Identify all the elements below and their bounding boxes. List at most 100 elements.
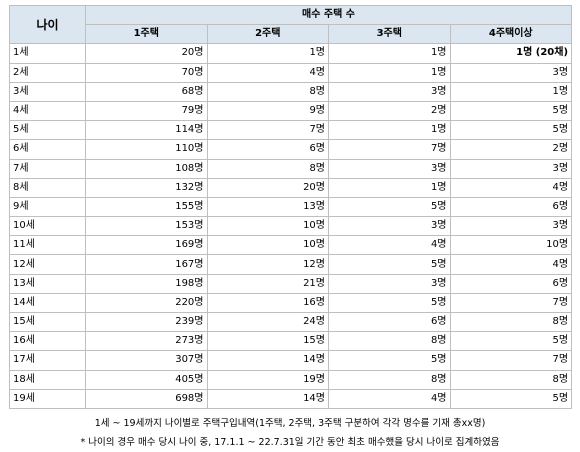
- count-cell: 5명: [449, 100, 573, 122]
- table-row: 6세 110명 6명 7명 2명: [9, 139, 573, 160]
- count-cell: 198명: [85, 273, 208, 294]
- table-row: 9세 155명 13명 5명 6명: [9, 196, 573, 218]
- count-cell: 114명: [85, 120, 208, 141]
- table-row: 11세 169명 10명 4명 10명: [9, 235, 573, 256]
- age-column-header: 나이: [9, 4, 86, 45]
- count-cell: 698명: [85, 388, 208, 409]
- age-cell: 9세: [9, 196, 86, 218]
- table-row: 2세 70명 4명 1명 3명: [9, 62, 573, 83]
- count-cell: 20명: [85, 43, 208, 64]
- count-cell: 6명: [449, 273, 573, 294]
- house-count-group-header: 매수 주택 수: [84, 4, 573, 26]
- count-cell: 4명: [206, 62, 329, 83]
- column-header-4plus-houses: 4주택이상: [449, 24, 573, 45]
- count-cell: 5명: [449, 388, 573, 409]
- count-cell: 68명: [85, 81, 208, 102]
- age-cell: 16세: [9, 331, 86, 352]
- count-cell: 3명: [449, 216, 573, 237]
- count-cell: 8명: [449, 369, 573, 390]
- table-row: 12세 167명 12명 5명 4명: [9, 254, 573, 275]
- count-cell: 21명: [206, 273, 329, 294]
- count-cell: 10명: [449, 235, 573, 256]
- count-cell: 7명: [449, 292, 573, 314]
- age-cell: 6세: [9, 139, 86, 160]
- count-cell: 405명: [85, 369, 208, 390]
- count-cell: 220명: [85, 292, 208, 314]
- count-cell: 14명: [206, 350, 329, 371]
- footnotes: 1세 ~ 19세까지 나이별로 주택구입내역(1주택, 2주택, 3주택 구분하…: [9, 414, 571, 452]
- age-cell: 7세: [9, 158, 86, 179]
- count-cell: 1명: [328, 62, 451, 83]
- count-cell: 3명: [449, 62, 573, 83]
- count-cell: 5명: [449, 120, 573, 141]
- count-cell: 239명: [85, 311, 208, 333]
- count-cell: 1명: [328, 43, 451, 64]
- count-cell: 2명: [449, 139, 573, 160]
- count-cell: 4명: [449, 177, 573, 198]
- table-row: 3세 68명 8명 3명 1명: [9, 81, 573, 102]
- age-house-count-table: 나이 매수 주택 수 1주택 2주택 3주택 4주택이상 1세 20명 1명 1명 1명…: [9, 4, 573, 409]
- count-cell: 70명: [85, 62, 208, 83]
- count-cell: 8명: [206, 81, 329, 102]
- table-row: 1세 20명 1명 1명 1명 (20채): [9, 43, 573, 64]
- count-cell: 108명: [85, 158, 208, 179]
- count-cell: 8명: [328, 331, 451, 352]
- age-cell: 4세: [9, 100, 86, 122]
- age-cell: 18세: [9, 369, 86, 390]
- age-cell: 15세: [9, 311, 86, 333]
- count-cell: 13명: [206, 196, 329, 218]
- table-row: 10세 153명 10명 3명 3명: [9, 216, 573, 237]
- count-cell: 20명: [206, 177, 329, 198]
- count-cell: 7명: [206, 120, 329, 141]
- age-cell: 13세: [9, 273, 86, 294]
- count-cell: 307명: [85, 350, 208, 371]
- count-cell: 132명: [85, 177, 208, 198]
- count-cell: 110명: [85, 139, 208, 160]
- count-cell: 169명: [85, 235, 208, 256]
- count-cell: 4명: [328, 235, 451, 256]
- count-cell: 5명: [328, 254, 451, 275]
- count-cell: 6명: [449, 196, 573, 218]
- table-row: 13세 198명 21명 3명 6명: [9, 273, 573, 294]
- count-cell: 3명: [328, 216, 451, 237]
- age-cell: 14세: [9, 292, 86, 314]
- count-cell: 6명: [206, 139, 329, 160]
- count-cell: 3명: [328, 81, 451, 102]
- count-cell: 10명: [206, 216, 329, 237]
- table-row: 4세 79명 9명 2명 5명: [9, 100, 573, 122]
- count-cell: 1명: [328, 177, 451, 198]
- count-cell: 273명: [85, 331, 208, 352]
- count-cell: 3명: [328, 273, 451, 294]
- count-cell: 5명: [328, 350, 451, 371]
- count-cell: 1명: [328, 120, 451, 141]
- age-cell: 2세: [9, 62, 86, 83]
- count-cell: 7명: [328, 139, 451, 160]
- count-cell: 24명: [206, 311, 329, 333]
- table-body: 1세 20명 1명 1명 1명 (20채) 2세 70명 4명 1명 3명 3세 68명 8명 3명 1명 4…: [9, 43, 573, 409]
- count-cell: 6명: [328, 311, 451, 333]
- age-cell: 5세: [9, 120, 86, 141]
- count-cell: 167명: [85, 254, 208, 275]
- table-row: 17세 307명 14명 5명 7명: [9, 350, 573, 371]
- age-cell: 17세: [9, 350, 86, 371]
- count-cell: 19명: [206, 369, 329, 390]
- table-row: 5세 114명 7명 1명 5명: [9, 120, 573, 141]
- count-cell: 5명: [328, 292, 451, 314]
- count-cell: 1명: [449, 81, 573, 102]
- count-cell: 1명: [206, 43, 329, 64]
- table-row: 14세 220명 16명 5명 7명: [9, 292, 573, 314]
- age-cell: 19세: [9, 388, 86, 409]
- count-cell: 155명: [85, 196, 208, 218]
- age-cell: 8세: [9, 177, 86, 198]
- table-header: 나이 매수 주택 수 1주택 2주택 3주택 4주택이상: [9, 4, 573, 45]
- count-cell: 14명: [206, 388, 329, 409]
- table-row: 7세 108명 8명 3명 3명: [9, 158, 573, 179]
- count-cell: 79명: [85, 100, 208, 122]
- count-cell: 8명: [328, 369, 451, 390]
- count-cell: 1명 (20채): [449, 43, 573, 64]
- count-cell: 4명: [449, 254, 573, 275]
- age-cell: 10세: [9, 216, 86, 237]
- count-cell: 5명: [449, 331, 573, 352]
- count-cell: 3명: [328, 158, 451, 179]
- age-cell: 11세: [9, 235, 86, 256]
